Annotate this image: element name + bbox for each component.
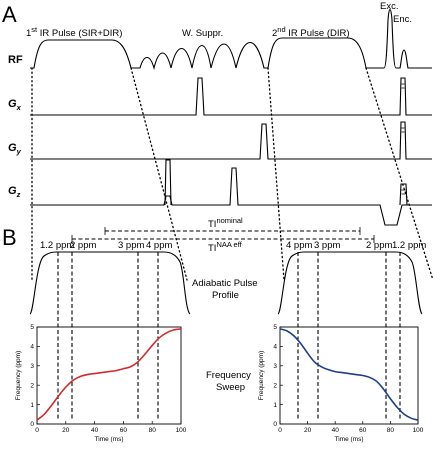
ir2-right-projection — [365, 67, 433, 281]
right-y-tick-label: 4 — [273, 344, 277, 351]
left-y-tick-label: 1 — [30, 402, 34, 409]
left-sweep-curve — [36, 328, 182, 421]
right-y-tick-label: 2 — [273, 382, 277, 389]
right-x-tick-label: 0 — [278, 427, 282, 434]
right-ppm-1-2: 1.2 ppm — [392, 240, 426, 251]
water-suppression-annotation: W. Suppr. — [182, 28, 223, 39]
gy-waveform — [30, 121, 432, 160]
gx-row-label: Gx — [8, 98, 22, 112]
ti-naa-eff-ticks — [71, 235, 375, 243]
profile-label-line-2: Profile — [212, 290, 239, 301]
panel-a-letter: A — [2, 2, 17, 27]
gz-encoding-lobe — [399, 183, 408, 206]
right-y-tick-label: 0 — [273, 421, 277, 428]
rf-row-label: RF — [8, 54, 23, 66]
left-x-tick-label: 40 — [91, 427, 99, 434]
left-ppm-3: 3 ppm — [118, 240, 144, 251]
excitation-annotation: Exc. — [380, 1, 398, 12]
left-x-tick-label: 80 — [149, 427, 157, 434]
right-y-tick-label: 5 — [273, 324, 277, 331]
left-y-tick-label: 3 — [30, 363, 34, 370]
right-pulse-profile — [277, 251, 423, 315]
panel-b-letter: B — [2, 225, 17, 250]
right-ppm-4: 4 ppm — [286, 240, 312, 251]
left-ppm-1-2: 1.2 ppm — [40, 240, 74, 251]
left-x-axis-label: Time (ms) — [94, 436, 123, 443]
gz-row-label: Gz — [8, 185, 21, 199]
rf-waveform — [30, 8, 432, 71]
left-y-axis-label: Frequency (ppm) — [15, 351, 22, 401]
encoding-annotation: Enc. — [393, 14, 412, 25]
right-ppm-3: 3 ppm — [314, 240, 340, 251]
right-y-tick-label: 1 — [273, 402, 277, 409]
ti-nominal-ticks — [104, 227, 361, 235]
sweep-label-line-2: Sweep — [216, 382, 245, 393]
profile-label-line-1: Adiabatic Pulse — [192, 278, 257, 289]
gx-encoding-steps — [401, 83, 405, 89]
right-x-axis-label: Time (ms) — [334, 436, 363, 443]
right-chart-frame — [279, 326, 419, 425]
left-ppm-4: 4 ppm — [146, 240, 172, 251]
gz-encoding-steps — [401, 189, 406, 195]
gz-waveform — [30, 167, 432, 226]
gy-row-label: Gy — [8, 142, 22, 156]
gx-waveform — [30, 77, 432, 116]
left-y-tick-label: 2 — [30, 382, 34, 389]
left-x-tick-label: 100 — [176, 427, 187, 434]
left-frequency-sweep-chart: 0 20 40 60 80 100 0 1 2 3 4 5 Time (ms) Frequency (pp… — [15, 324, 187, 443]
gz-crusher-negative — [164, 159, 172, 206]
left-x-tick-label: 0 — [35, 427, 39, 434]
right-x-tick-label: 40 — [332, 427, 340, 434]
left-pulse-profile — [29, 251, 191, 315]
ti-naa-eff-label: TINAA eff — [208, 240, 243, 254]
left-ppm-2: 2 ppm — [70, 240, 96, 251]
right-ppm-2: 2 ppm — [366, 240, 392, 251]
right-frequency-sweep-chart: 0 20 40 60 80 100 0 1 2 3 4 5 Time (ms) Frequency (pp… — [258, 324, 424, 443]
right-y-tick-label: 3 — [273, 363, 277, 370]
ir1-annotation: 1st IR Pulse (SIR+DIR) — [26, 25, 122, 39]
ir2-left-projection — [267, 67, 285, 281]
ir2-annotation: 2nd IR Pulse (DIR) — [272, 25, 350, 39]
left-y-tick-label: 0 — [30, 421, 34, 428]
ir1-right-projection — [130, 67, 188, 281]
right-y-axis-label: Frequency (ppm) — [258, 351, 265, 401]
left-x-tick-label: 60 — [120, 427, 128, 434]
right-x-tick-label: 80 — [387, 427, 395, 434]
right-x-tick-label: 20 — [304, 427, 312, 434]
ti-nominal-label: TInominal — [208, 216, 243, 230]
gy-encoding-steps — [401, 127, 405, 133]
left-y-tick-label: 4 — [30, 344, 34, 351]
left-y-tick-label: 5 — [30, 324, 34, 331]
left-x-tick-label: 20 — [62, 427, 70, 434]
sweep-label-line-1: Frequency — [206, 370, 251, 381]
right-x-tick-label: 100 — [413, 427, 424, 434]
right-x-tick-label: 60 — [359, 427, 367, 434]
right-sweep-curve — [279, 328, 419, 421]
left-chart-frame — [36, 326, 182, 425]
